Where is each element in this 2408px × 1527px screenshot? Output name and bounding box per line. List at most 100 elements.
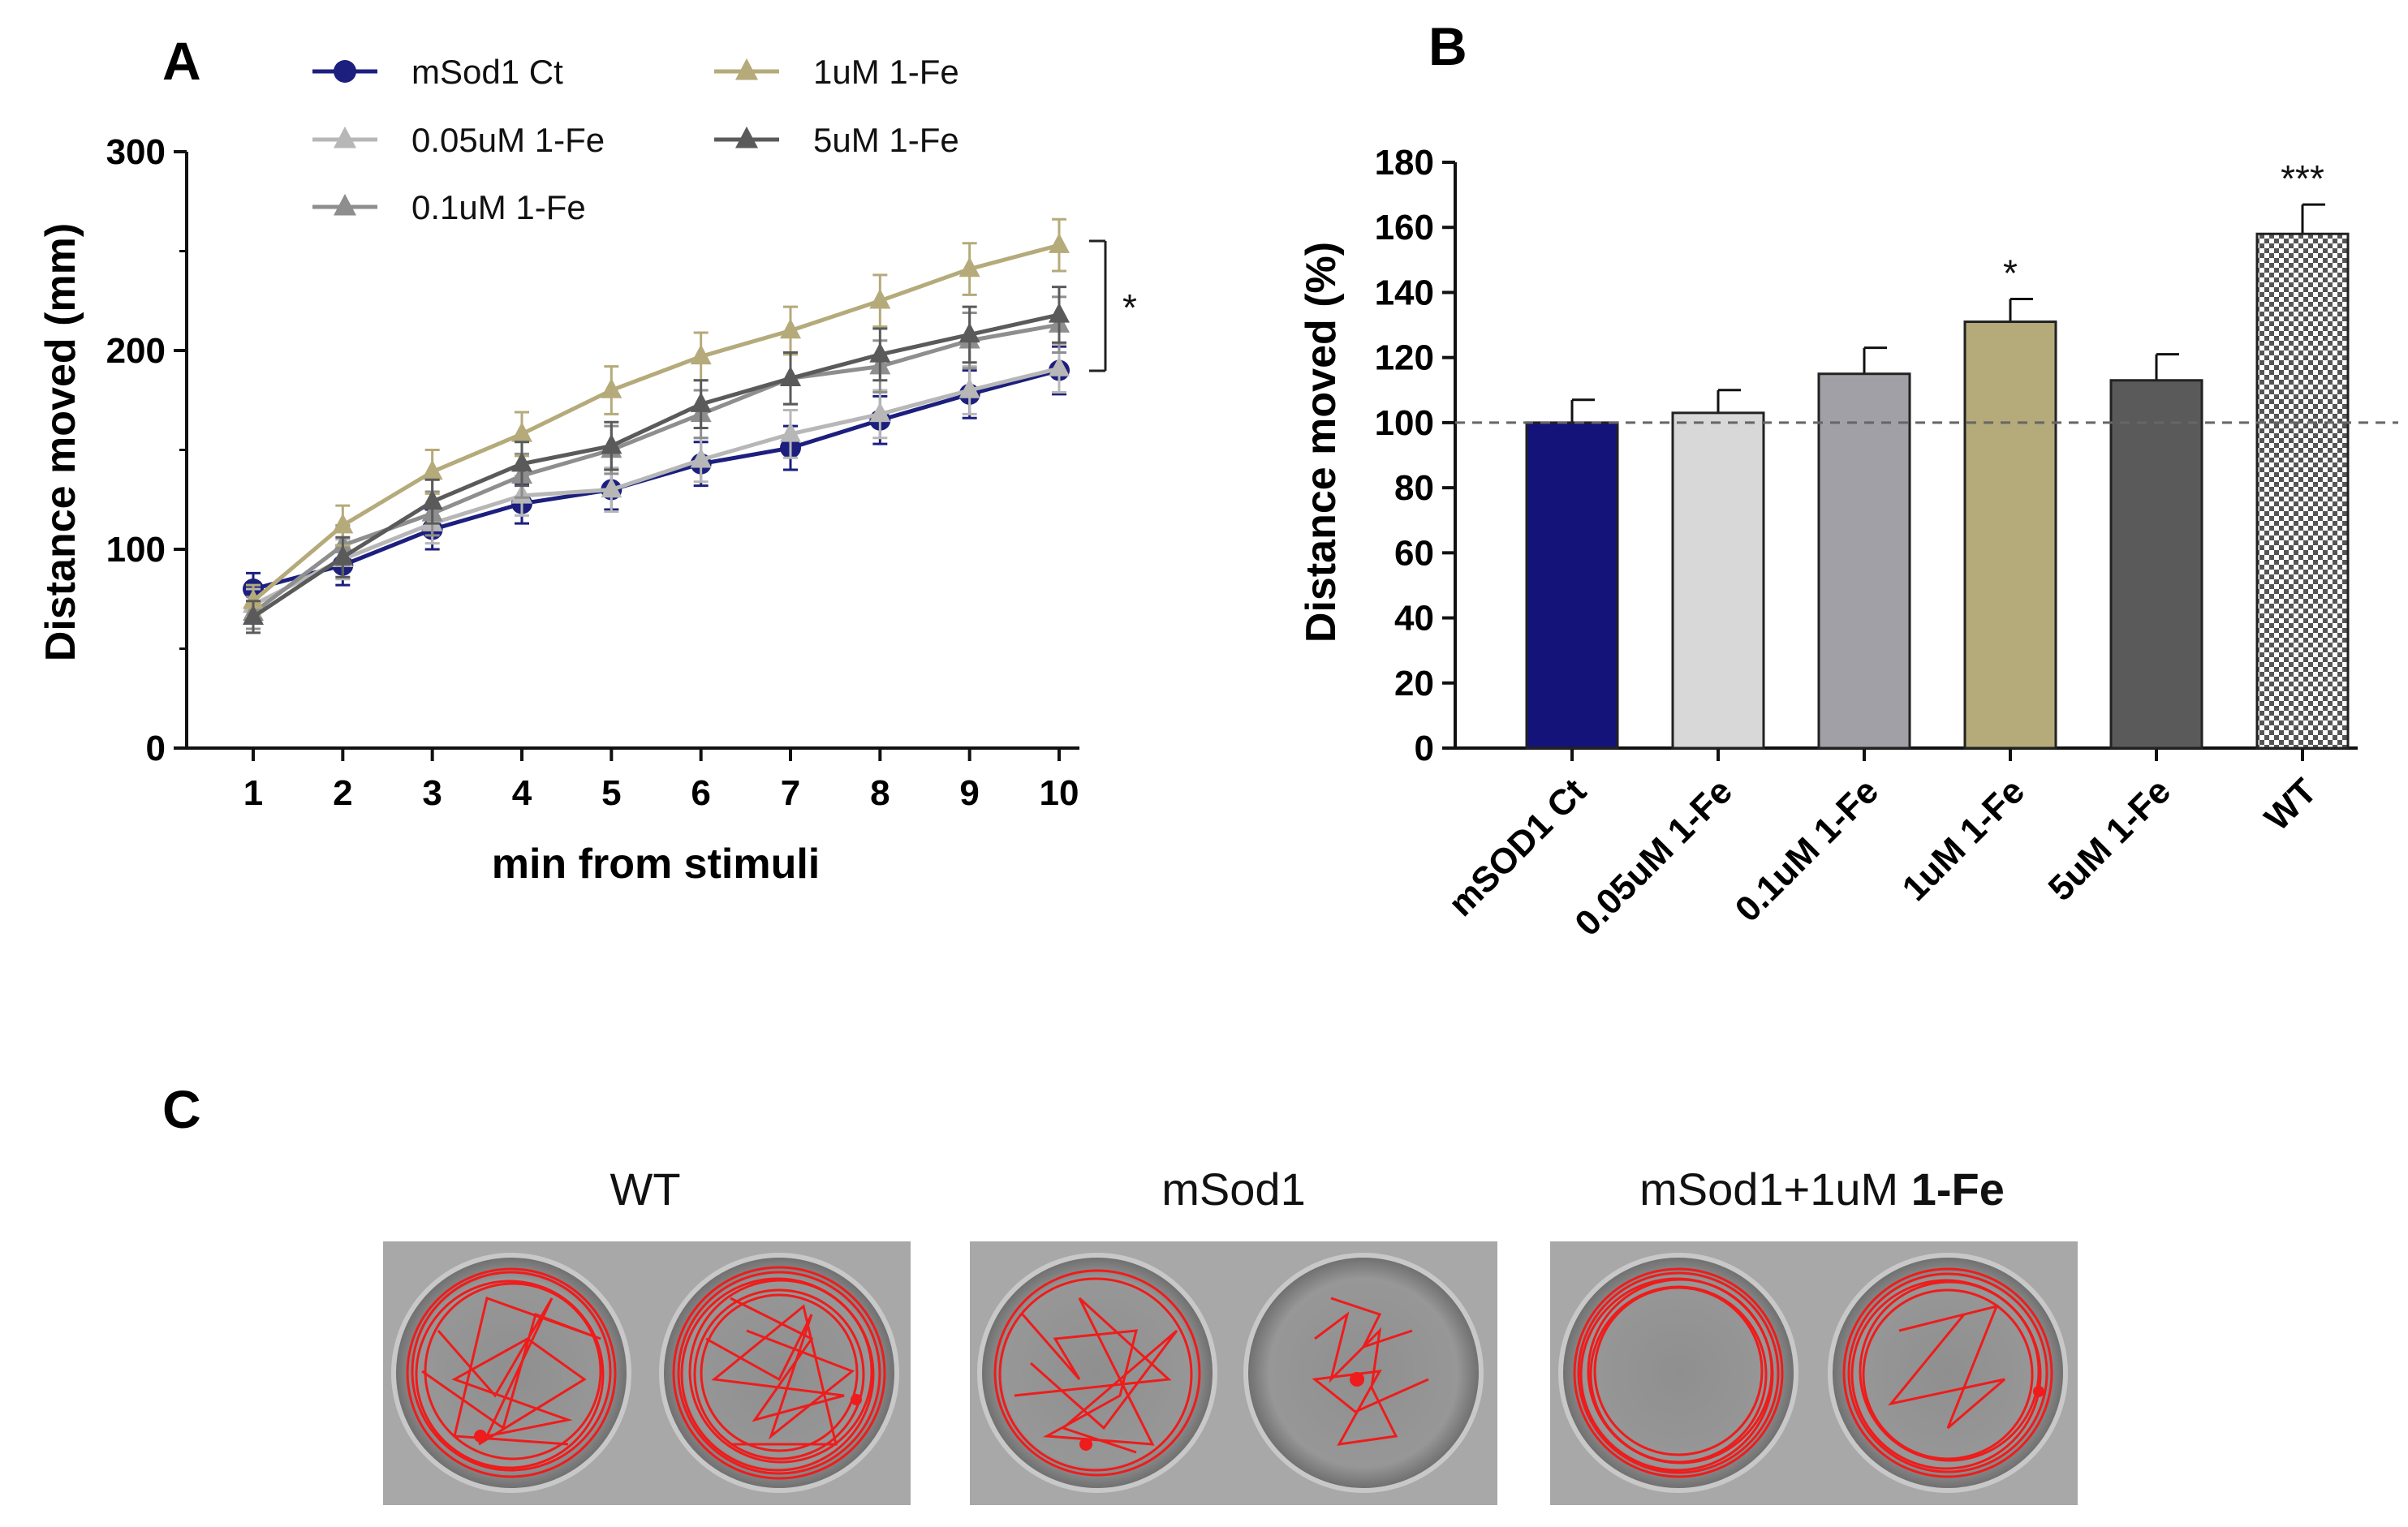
b-y-tick-label: 60 — [1394, 533, 1434, 573]
a-y-tick-label: 200 — [106, 331, 166, 371]
a-series-0-1um-1-fe — [243, 295, 1070, 630]
a-data-point — [421, 459, 443, 480]
a-data-point — [601, 378, 622, 398]
c-title-msod1-1fe-plain: mSod1+1uM — [1639, 1164, 1911, 1215]
b-x-tick-label: 5uM 1-Fe — [2041, 771, 2178, 908]
a-data-point — [332, 513, 354, 534]
b-y-tick-label: 140 — [1375, 273, 1434, 312]
b-y-tick-label: 40 — [1394, 599, 1434, 639]
b-x-tick-label: WT — [2257, 771, 2324, 838]
a-legend-label: 5uM 1-Fe — [813, 121, 959, 159]
c-image-msod1 — [970, 1241, 1497, 1505]
a-data-point — [601, 433, 622, 454]
legend-a: mSod1 Ct 0.05uM 1-Fe 0.1uM 1-Fe 1uM 1-Fe 5uM… — [312, 53, 959, 226]
a-x-tick-label: 7 — [781, 773, 800, 813]
a-legend-label: mSod1 Ct — [411, 53, 563, 91]
a-x-tick-label: 1 — [243, 773, 263, 813]
a-legend-marker — [334, 126, 356, 148]
a-data-point — [601, 477, 622, 498]
c-track-msod1-1fe — [1573, 1267, 2053, 1478]
a-data-point — [243, 604, 264, 626]
a-y-tick-label: 300 — [106, 132, 166, 172]
a-data-point — [421, 489, 443, 510]
a-data-point — [690, 447, 712, 468]
a-data-point — [869, 342, 891, 363]
b-y-tick-label: 120 — [1375, 338, 1434, 378]
a-data-point — [958, 256, 980, 277]
c-track-msod1 — [993, 1269, 1429, 1477]
panel-letter-a: A — [162, 31, 201, 91]
b-significance: *** — [2281, 157, 2324, 200]
a-data-point — [690, 344, 712, 365]
a-legend-marker — [334, 60, 356, 83]
a-series-0-05um-1-fe — [243, 343, 1070, 622]
a-data-point — [780, 421, 801, 442]
a-series-line — [252, 368, 1060, 591]
a-x-tick-label: 3 — [422, 773, 442, 813]
b-significance: * — [2003, 252, 2018, 294]
a-series-1um-1-fe — [243, 217, 1070, 618]
b-bar — [1671, 411, 1765, 750]
a-legend-item: 1uM 1-Fe — [714, 53, 959, 91]
a-x-tick-label: 8 — [870, 773, 890, 813]
a-legend-marker — [735, 126, 758, 148]
a-legend-label: 0.1uM 1-Fe — [411, 188, 586, 226]
c-image-msod1-1fe — [1550, 1241, 2078, 1505]
b-x-tick-label: 0.1uM 1-Fe — [1728, 771, 1886, 929]
b-y-tick-label: 80 — [1394, 468, 1434, 508]
b-x-tick-label: 0.05uM 1-Fe — [1567, 771, 1740, 944]
c-title-wt: WT — [610, 1164, 680, 1215]
a-data-point — [690, 392, 712, 412]
a-data-point — [780, 318, 801, 339]
a-legend-label: 1uM 1-Fe — [813, 53, 959, 91]
a-data-point — [1049, 356, 1070, 376]
a-data-point — [780, 366, 801, 387]
a-significance-star: * — [1122, 286, 1137, 329]
panel-c: C WT mSod1 mSod1+1uM 1-Fe — [162, 1079, 2078, 1505]
b-bar — [2109, 379, 2203, 750]
a-legend-marker — [735, 58, 758, 80]
b-y-tick-label: 180 — [1375, 143, 1434, 183]
b-x-tick-label: 1uM 1-Fe — [1895, 771, 2032, 908]
a-legend-label: 0.05uM 1-Fe — [411, 121, 605, 159]
a-x-tick-label: 6 — [691, 773, 710, 813]
a-x-axis-title: min from stimuli — [492, 841, 820, 888]
a-data-point — [332, 544, 354, 566]
panel-letter-b: B — [1428, 16, 1467, 76]
b-bar — [1525, 421, 1619, 750]
panel-letter-c: C — [162, 1079, 201, 1139]
a-x-tick-label: 4 — [512, 773, 532, 813]
a-axes: 0 100 200 300 1 2 3 4 5 6 7 8 9 10 — [106, 132, 1079, 813]
a-x-tick-label: 2 — [333, 773, 352, 813]
a-x-tick-label: 9 — [959, 773, 979, 813]
a-data-point — [958, 322, 980, 343]
a-x-tick-label: 10 — [1040, 773, 1079, 813]
a-legend-item: 0.1uM 1-Fe — [312, 188, 586, 226]
a-series-line — [252, 322, 1060, 615]
a-data-point — [869, 402, 891, 423]
c-title-msod1: mSod1 — [1161, 1164, 1305, 1215]
b-y-tick-label: 20 — [1394, 664, 1434, 703]
b-bar — [1817, 372, 1911, 750]
a-legend-item: mSod1 Ct — [312, 53, 563, 91]
a-data-point — [1049, 302, 1070, 323]
a-series-line — [252, 243, 1060, 603]
b-y-axis-title: Distance moved (%) — [1298, 242, 1345, 643]
panel-a: A mSod1 Ct 0.05uM 1-Fe 0.1uM 1-Fe 1uM 1-Fe 5… — [37, 31, 1137, 888]
c-title-msod1-1fe-bold: 1-Fe — [1911, 1164, 2005, 1215]
b-bar — [2255, 232, 2350, 750]
a-data-point — [243, 588, 264, 609]
a-series-5um-1-fe — [243, 286, 1070, 634]
a-data-point — [958, 378, 980, 398]
panel-b: B Distance moved (%) 0 20 40 60 80 100 120 140 1… — [1298, 16, 2398, 944]
a-series-line — [252, 366, 1060, 607]
a-y-axis-title: Distance moved (mm) — [37, 223, 84, 661]
a-data-point — [511, 421, 532, 442]
a-y-tick-label: 100 — [106, 530, 166, 570]
b-y-tick-label: 100 — [1375, 403, 1434, 443]
b-x-tick-label: mSOD1 Ct — [1441, 771, 1595, 924]
c-image-wt — [383, 1241, 911, 1505]
c-track-wt — [406, 1266, 886, 1480]
b-bar — [1963, 320, 2057, 750]
a-plot — [243, 217, 1070, 634]
